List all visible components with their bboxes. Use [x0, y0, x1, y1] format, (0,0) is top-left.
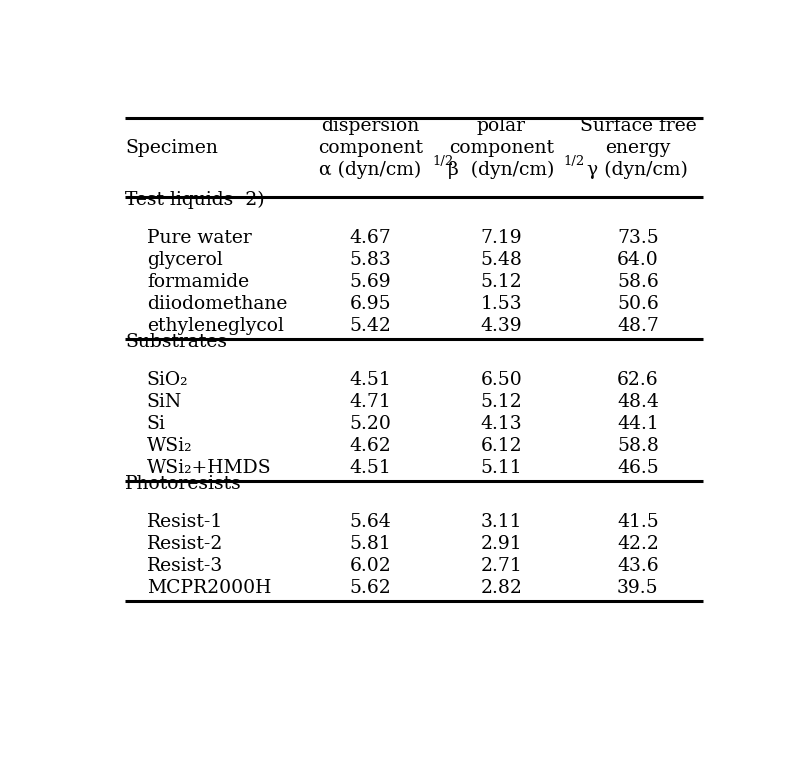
Text: 1.53: 1.53 — [480, 295, 522, 313]
Text: MCPR2000H: MCPR2000H — [147, 579, 271, 597]
Text: 50.6: 50.6 — [617, 295, 658, 313]
Text: SiO₂: SiO₂ — [147, 371, 188, 389]
Text: 44.1: 44.1 — [617, 415, 658, 433]
Text: 39.5: 39.5 — [617, 579, 658, 597]
Text: Photoresists: Photoresists — [125, 475, 242, 492]
Text: 6.50: 6.50 — [480, 371, 522, 389]
Text: 4.39: 4.39 — [480, 317, 522, 335]
Text: component: component — [318, 139, 423, 157]
Text: Pure water: Pure water — [147, 229, 252, 247]
Text: 46.5: 46.5 — [617, 459, 658, 477]
Text: 4.62: 4.62 — [350, 437, 391, 455]
Text: 6.95: 6.95 — [350, 295, 391, 313]
Text: Si: Si — [147, 415, 166, 433]
Text: 2.82: 2.82 — [480, 579, 522, 597]
Text: 7.19: 7.19 — [480, 229, 522, 247]
Text: energy: energy — [606, 139, 670, 157]
Text: 2.91: 2.91 — [480, 535, 522, 553]
Text: γ (dyn/cm): γ (dyn/cm) — [587, 161, 688, 179]
Text: 41.5: 41.5 — [617, 513, 658, 531]
Text: WSi₂: WSi₂ — [147, 437, 192, 455]
Text: SiN: SiN — [147, 393, 182, 411]
Text: 1/2: 1/2 — [433, 155, 454, 168]
Text: 5.12: 5.12 — [480, 274, 522, 291]
Text: 4.51: 4.51 — [350, 371, 391, 389]
Text: formamide: formamide — [147, 274, 249, 291]
Text: 58.8: 58.8 — [617, 437, 658, 455]
Text: 2.71: 2.71 — [480, 557, 522, 575]
Text: WSi₂+HMDS: WSi₂+HMDS — [147, 459, 272, 477]
Text: 5.62: 5.62 — [350, 579, 391, 597]
Text: 4.71: 4.71 — [350, 393, 391, 411]
Text: 42.2: 42.2 — [617, 535, 658, 553]
Text: Test liquids  2): Test liquids 2) — [125, 190, 265, 209]
Text: Resist-3: Resist-3 — [147, 557, 223, 575]
Text: 5.11: 5.11 — [480, 459, 522, 477]
Text: 5.48: 5.48 — [480, 251, 522, 269]
Text: Surface free: Surface free — [580, 117, 696, 135]
Text: 5.69: 5.69 — [350, 274, 391, 291]
Text: polar: polar — [476, 117, 525, 135]
Text: 62.6: 62.6 — [617, 371, 658, 389]
Text: Resist-2: Resist-2 — [147, 535, 223, 553]
Text: 48.4: 48.4 — [617, 393, 658, 411]
Text: Substrates: Substrates — [125, 333, 227, 351]
Text: 4.13: 4.13 — [480, 415, 522, 433]
Text: component: component — [448, 139, 553, 157]
Text: 48.7: 48.7 — [617, 317, 658, 335]
Text: β  (dyn/cm): β (dyn/cm) — [448, 161, 554, 179]
Text: 5.20: 5.20 — [350, 415, 391, 433]
Text: ethyleneglycol: ethyleneglycol — [147, 317, 284, 335]
Text: 4.51: 4.51 — [350, 459, 391, 477]
Text: α (dyn/cm): α (dyn/cm) — [319, 161, 422, 179]
Text: 5.12: 5.12 — [480, 393, 522, 411]
Text: 5.83: 5.83 — [350, 251, 391, 269]
Text: diiodomethane: diiodomethane — [147, 295, 287, 313]
Text: 3.11: 3.11 — [480, 513, 522, 531]
Text: 64.0: 64.0 — [617, 251, 658, 269]
Text: 1/2: 1/2 — [563, 155, 585, 168]
Text: 58.6: 58.6 — [617, 274, 658, 291]
Text: 6.02: 6.02 — [350, 557, 391, 575]
Text: Specimen: Specimen — [125, 139, 218, 157]
Text: dispersion: dispersion — [322, 117, 419, 135]
Text: 73.5: 73.5 — [617, 229, 658, 247]
Text: 6.12: 6.12 — [480, 437, 522, 455]
Text: glycerol: glycerol — [147, 251, 223, 269]
Text: Resist-1: Resist-1 — [147, 513, 223, 531]
Text: 5.42: 5.42 — [350, 317, 391, 335]
Text: 5.81: 5.81 — [350, 535, 391, 553]
Text: 43.6: 43.6 — [617, 557, 658, 575]
Text: 5.64: 5.64 — [350, 513, 391, 531]
Text: 4.67: 4.67 — [350, 229, 391, 247]
